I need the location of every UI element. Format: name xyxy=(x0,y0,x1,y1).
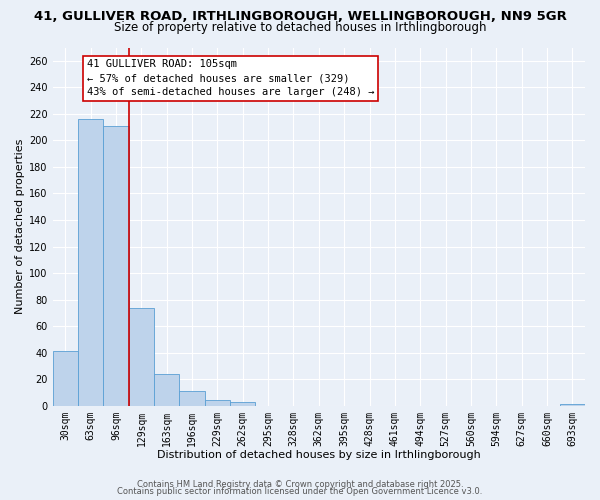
X-axis label: Distribution of detached houses by size in Irthlingborough: Distribution of detached houses by size … xyxy=(157,450,481,460)
Text: 41 GULLIVER ROAD: 105sqm
← 57% of detached houses are smaller (329)
43% of semi-: 41 GULLIVER ROAD: 105sqm ← 57% of detach… xyxy=(87,60,374,98)
Bar xyxy=(103,126,129,406)
Text: Contains HM Land Registry data © Crown copyright and database right 2025.: Contains HM Land Registry data © Crown c… xyxy=(137,480,463,489)
Y-axis label: Number of detached properties: Number of detached properties xyxy=(15,139,25,314)
Bar xyxy=(154,374,179,406)
Bar xyxy=(78,119,103,406)
Bar xyxy=(205,400,230,406)
Bar xyxy=(179,391,205,406)
Bar xyxy=(560,404,585,406)
Bar xyxy=(53,352,78,406)
Text: 41, GULLIVER ROAD, IRTHLINGBOROUGH, WELLINGBOROUGH, NN9 5GR: 41, GULLIVER ROAD, IRTHLINGBOROUGH, WELL… xyxy=(34,10,566,23)
Text: Contains public sector information licensed under the Open Government Licence v3: Contains public sector information licen… xyxy=(118,487,482,496)
Text: Size of property relative to detached houses in Irthlingborough: Size of property relative to detached ho… xyxy=(114,21,486,34)
Bar xyxy=(230,402,256,406)
Bar xyxy=(129,308,154,406)
